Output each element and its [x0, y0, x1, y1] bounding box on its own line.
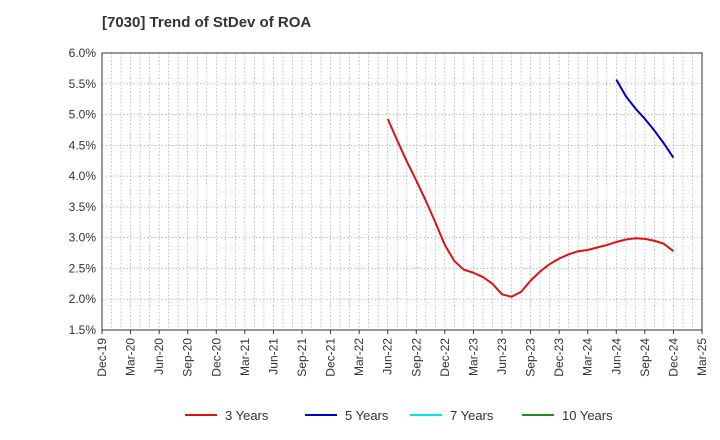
x-tick-label: Jun-24	[609, 338, 623, 375]
y-tick-label: 2.0%	[69, 292, 97, 306]
y-tick-label: 4.0%	[69, 169, 97, 183]
x-tick-label: Mar-21	[238, 338, 252, 376]
legend-label: 7 Years	[450, 408, 494, 423]
x-tick-label: Dec-20	[209, 338, 223, 377]
x-tick-label: Dec-23	[552, 338, 566, 377]
legend-label: 10 Years	[562, 408, 613, 423]
plot-area	[101, 52, 703, 331]
y-axis: 1.5% 2.0% 2.5% 3.0% 3.5% 4.0% 4.5% 5.0% 5.5% 6.0%	[69, 46, 97, 337]
legend-label: 5 Years	[345, 408, 389, 423]
x-tick-label: Sep-24	[638, 338, 652, 377]
x-axis: Dec-19 Mar-20 Jun-20 Sep-20 Dec-20 Mar-21 Jun-…	[95, 330, 709, 377]
grid	[102, 53, 702, 330]
y-tick-label: 3.5%	[69, 200, 97, 214]
x-tick-label: Sep-22	[409, 338, 423, 377]
y-tick-label: 4.5%	[69, 138, 97, 152]
x-tick-label: Mar-25	[695, 338, 709, 376]
x-tick-label: Jun-21	[266, 338, 280, 375]
x-tick-label: Mar-20	[124, 338, 138, 376]
x-tick-label: Sep-23	[524, 338, 538, 377]
x-tick-label: Mar-22	[352, 338, 366, 376]
series-lines	[386, 78, 675, 298]
series-line-3-years	[386, 118, 675, 298]
x-tick-label: Jun-20	[152, 338, 166, 375]
y-tick-label: 3.0%	[69, 231, 97, 245]
y-tick-label: 6.0%	[69, 46, 97, 60]
x-tick-label: Mar-24	[581, 338, 595, 376]
x-tick-label: Dec-19	[95, 338, 109, 377]
x-tick-label: Mar-23	[466, 338, 480, 376]
y-tick-label: 5.0%	[69, 108, 97, 122]
x-tick-label: Dec-24	[666, 338, 680, 377]
x-tick-label: Jun-23	[495, 338, 509, 375]
x-tick-label: Sep-20	[181, 338, 195, 377]
y-tick-label: 5.5%	[69, 77, 97, 91]
series-line-5-years	[615, 78, 675, 159]
x-tick-label: Dec-22	[438, 338, 452, 377]
x-tick-label: Dec-21	[324, 338, 338, 377]
legend-label: 3 Years	[225, 408, 269, 423]
x-tick-label: Sep-21	[295, 338, 309, 377]
y-tick-label: 1.5%	[69, 323, 97, 337]
legend: 3 Years 5 Years 7 Years 10 Years	[185, 408, 613, 423]
x-tick-label: Jun-22	[381, 338, 395, 375]
y-tick-label: 2.5%	[69, 261, 97, 275]
chart-title: [7030] Trend of StDev of ROA	[102, 14, 312, 31]
